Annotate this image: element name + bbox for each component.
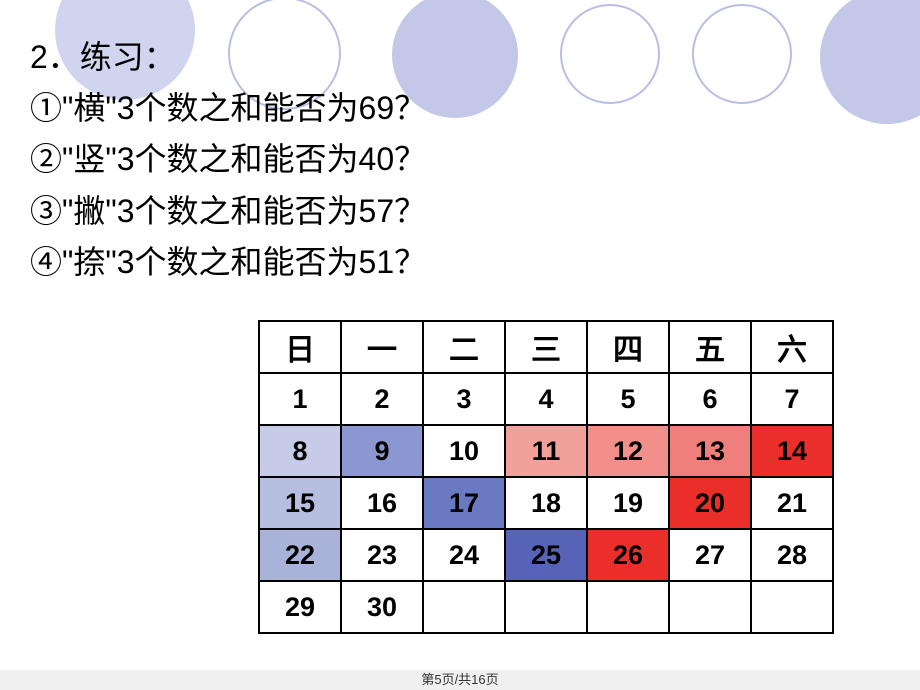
calendar-cell <box>751 581 833 633</box>
decorative-circle <box>692 4 792 104</box>
calendar-cell: 10 <box>423 425 505 477</box>
calendar-header-cell: 五 <box>669 321 751 373</box>
calendar-cell <box>669 581 751 633</box>
calendar-cell: 9 <box>341 425 423 477</box>
calendar-cell: 17 <box>423 477 505 529</box>
question-4: ④"捺"3个数之和能否为51？ <box>30 237 426 288</box>
calendar-cell: 23 <box>341 529 423 581</box>
calendar-cell: 15 <box>259 477 341 529</box>
calendar-row: 22232425262728 <box>259 529 833 581</box>
calendar-cell: 14 <box>751 425 833 477</box>
calendar-cell: 12 <box>587 425 669 477</box>
question-3: ③"撇"3个数之和能否为57？ <box>30 186 426 237</box>
calendar-body: 1234567891011121314151617181920212223242… <box>259 373 833 633</box>
calendar-cell: 6 <box>669 373 751 425</box>
decorative-circle <box>820 0 920 124</box>
calendar-row: 15161718192021 <box>259 477 833 529</box>
calendar-row: 2930 <box>259 581 833 633</box>
calendar-cell: 2 <box>341 373 423 425</box>
calendar-cell: 24 <box>423 529 505 581</box>
calendar-cell <box>587 581 669 633</box>
calendar-cell: 3 <box>423 373 505 425</box>
calendar-header-cell: 三 <box>505 321 587 373</box>
calendar-header-cell: 四 <box>587 321 669 373</box>
calendar-row: 891011121314 <box>259 425 833 477</box>
calendar-cell: 20 <box>669 477 751 529</box>
calendar-cell <box>505 581 587 633</box>
question-1: ①"横"3个数之和能否为69？ <box>30 83 426 134</box>
calendar-cell: 26 <box>587 529 669 581</box>
question-block: 2．练习： ①"横"3个数之和能否为69？ ②"竖"3个数之和能否为40？ ③"… <box>30 32 426 288</box>
calendar-cell: 28 <box>751 529 833 581</box>
calendar-header-cell: 六 <box>751 321 833 373</box>
title-line: 2．练习： <box>30 32 426 83</box>
calendar-cell: 22 <box>259 529 341 581</box>
question-2: ②"竖"3个数之和能否为40？ <box>30 134 426 185</box>
calendar-row: 1234567 <box>259 373 833 425</box>
calendar-cell: 5 <box>587 373 669 425</box>
calendar-cell: 7 <box>751 373 833 425</box>
calendar-cell: 4 <box>505 373 587 425</box>
calendar-cell: 16 <box>341 477 423 529</box>
calendar-header-cell: 二 <box>423 321 505 373</box>
calendar-cell: 8 <box>259 425 341 477</box>
calendar-cell: 11 <box>505 425 587 477</box>
calendar-header-cell: 一 <box>341 321 423 373</box>
calendar-cell: 30 <box>341 581 423 633</box>
calendar-header-cell: 日 <box>259 321 341 373</box>
calendar-cell: 21 <box>751 477 833 529</box>
calendar-cell: 25 <box>505 529 587 581</box>
page-indicator: 第5页/共16页 <box>0 670 920 690</box>
calendar-header-row: 日一二三四五六 <box>259 321 833 373</box>
calendar-cell: 19 <box>587 477 669 529</box>
calendar-cell: 27 <box>669 529 751 581</box>
calendar-table: 日一二三四五六 12345678910111213141516171819202… <box>258 320 834 634</box>
calendar-cell: 18 <box>505 477 587 529</box>
decorative-circle <box>560 4 660 104</box>
calendar-cell: 13 <box>669 425 751 477</box>
calendar-cell: 29 <box>259 581 341 633</box>
calendar-cell: 1 <box>259 373 341 425</box>
calendar-cell <box>423 581 505 633</box>
